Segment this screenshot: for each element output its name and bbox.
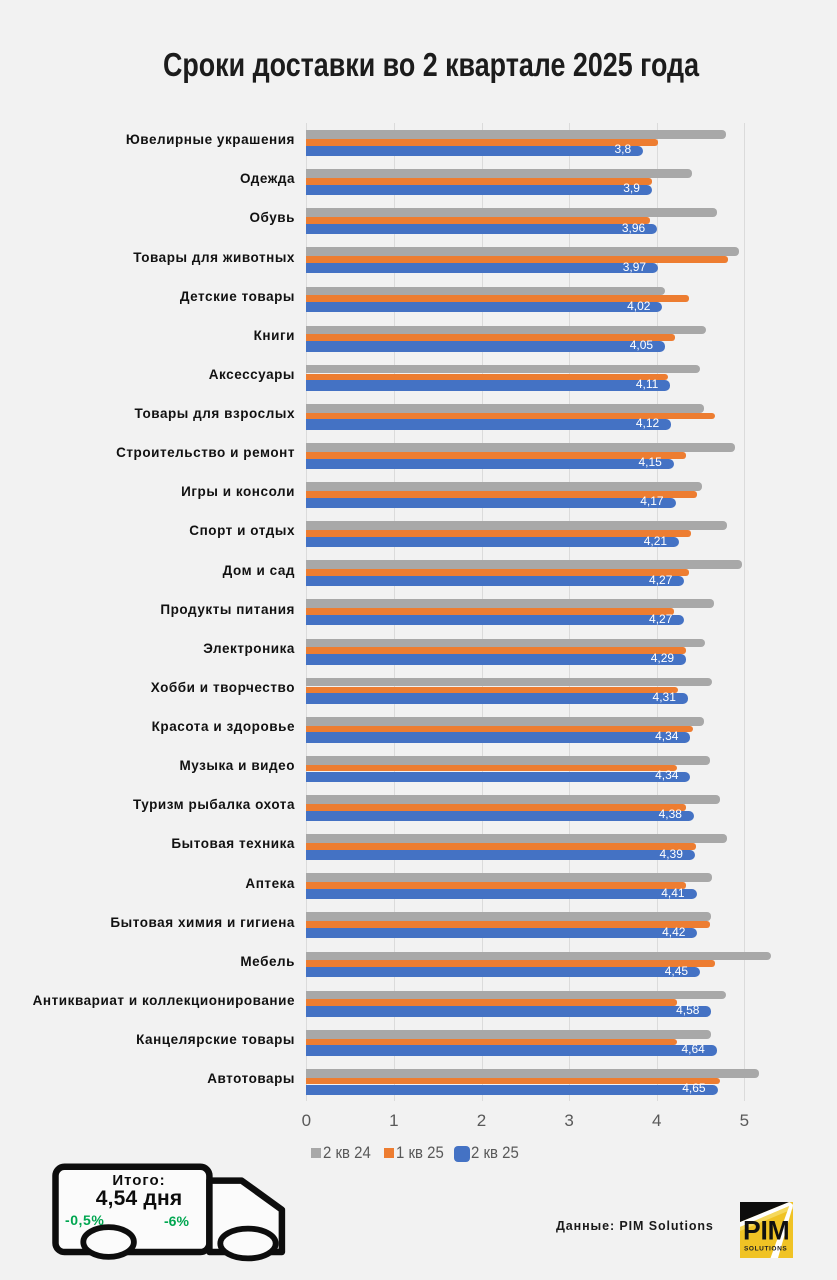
svg-text:PIM: PIM <box>743 1215 790 1245</box>
svg-text:SOLUTIONS: SOLUTIONS <box>744 1245 787 1252</box>
